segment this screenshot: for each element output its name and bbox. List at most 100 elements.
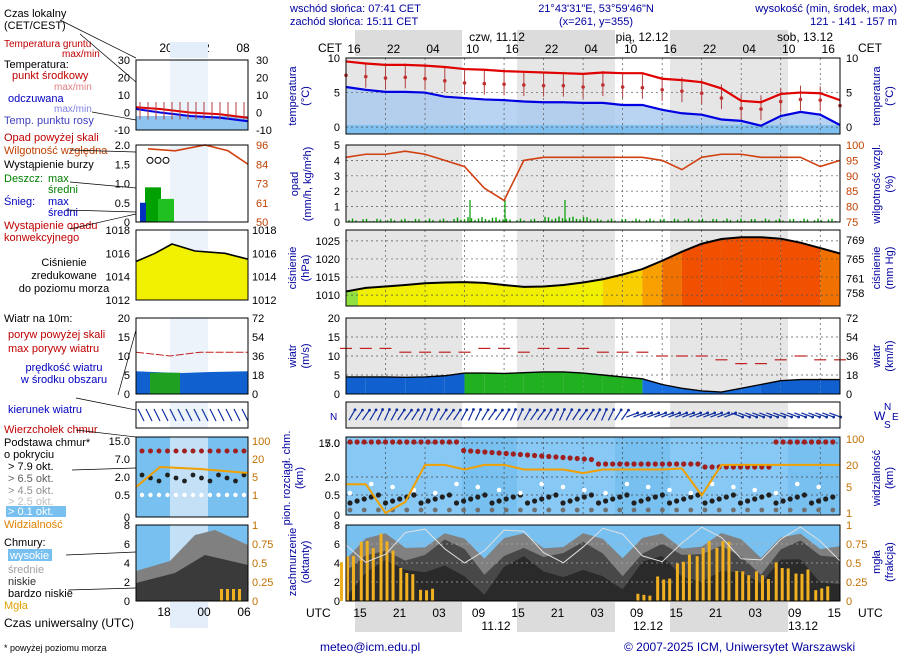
precip-tick-left: 4 xyxy=(334,155,340,167)
wind-arrow-head xyxy=(465,408,469,412)
fog-bar xyxy=(741,571,745,601)
wind-arrow-head xyxy=(776,415,780,419)
wind-arrow xyxy=(586,409,594,421)
legend-connector xyxy=(65,209,137,213)
temp-midpoint xyxy=(778,99,783,104)
legend-o01: > 0.1 okt. xyxy=(8,506,54,518)
fog-bar xyxy=(760,575,764,601)
cloud-base-dot xyxy=(773,500,779,506)
wind-arrow xyxy=(745,412,757,418)
legend-wind-arrow xyxy=(153,408,161,422)
wind-arrow-head xyxy=(528,408,532,412)
legend-wind-arrow xyxy=(241,408,249,422)
cloud-base-dot xyxy=(603,498,609,504)
label-line: (km/h) xyxy=(884,340,896,371)
cloud-top-dot xyxy=(425,439,431,445)
panel-border xyxy=(345,229,841,307)
top-hour-tick: 10 xyxy=(624,42,638,56)
wind-arrow xyxy=(390,409,398,421)
legend-wind-arrow xyxy=(225,408,233,422)
cet-right: CET xyxy=(858,41,883,55)
cloud-top-dot xyxy=(418,439,424,445)
pressure-area xyxy=(543,285,564,306)
cloud-base-dot-sparse xyxy=(582,487,587,493)
legend-snow-bar xyxy=(140,202,146,222)
pressure-tick-left: 1025 xyxy=(316,236,340,248)
legend-pressure-area xyxy=(136,244,248,300)
cloud-base-dot xyxy=(510,494,516,500)
cloud-top-dot xyxy=(595,461,602,467)
sunset-text: zachód słońca: 15:11 CET xyxy=(290,16,418,28)
legend-top-dot xyxy=(233,448,238,454)
legend-temp-tick: 0 xyxy=(124,108,130,120)
label-line: temperatura xyxy=(287,65,299,125)
cloud-top-dot xyxy=(354,439,360,445)
legend-pressure-tick-right: 1014 xyxy=(252,272,276,284)
wind-arrow xyxy=(578,409,588,421)
cloud-base-dot-low xyxy=(716,507,722,513)
wind-arrow-head xyxy=(741,415,745,419)
cloud-base-dot xyxy=(574,496,580,502)
humidity-ylabel: wilgotność wzgl.(%) xyxy=(871,144,896,224)
cloud-base-dot-low xyxy=(603,507,608,513)
bottom-day-label: 12.12 xyxy=(633,619,663,633)
wind-tick-right: 36 xyxy=(846,351,858,363)
pressure-area xyxy=(780,238,801,306)
fog-tick-right: 1 xyxy=(846,520,852,532)
bottom-hour-tick: 09 xyxy=(630,606,644,620)
legend-high: wysokie xyxy=(9,550,49,562)
cloud-base-dot-low xyxy=(518,507,523,513)
bottom-hour-tick: 15 xyxy=(353,606,367,620)
legend-humidity-tick: 73 xyxy=(256,179,268,191)
legend-convective: Wystąpienie opadu konwekcyjnego xyxy=(4,220,97,244)
wind-arrow xyxy=(675,412,687,418)
cloud-base-dot-low xyxy=(574,507,580,513)
wind-arrow xyxy=(551,409,559,421)
cloud-top-dot xyxy=(539,453,545,459)
legend-top-night xyxy=(170,42,208,58)
cloud-base-dot xyxy=(759,494,765,500)
legend-wind-arrow xyxy=(193,408,201,422)
top-day-label: pią, 12.12 xyxy=(616,30,669,44)
cloud-base-dot xyxy=(709,498,715,504)
cloud-top-dot xyxy=(361,439,367,445)
night-band xyxy=(670,437,788,515)
legend-precip-tick: 2.0 xyxy=(115,140,130,152)
legend-perceived: odczuwana xyxy=(8,93,65,105)
legend-high-swatch xyxy=(8,549,52,561)
wind-arrow xyxy=(355,409,363,421)
cloud-top-dot xyxy=(681,461,687,467)
clouds-tick-left: 0 xyxy=(334,596,340,608)
visibility-line xyxy=(346,463,840,515)
legend-visibility xyxy=(135,465,249,488)
label-line: Czas lokalny xyxy=(4,8,67,20)
cloud-top-dot xyxy=(674,461,680,467)
legend-border xyxy=(135,524,249,602)
cloud-base-dot xyxy=(737,500,744,506)
cloud-base-dot xyxy=(752,496,758,502)
bottom-hour-tick: 03 xyxy=(432,606,446,620)
wind-arrow-head xyxy=(374,408,378,412)
legend-wind-arrow xyxy=(209,408,217,422)
wind-arrow xyxy=(530,409,538,421)
wind-speed-area xyxy=(543,371,564,394)
panel-border xyxy=(345,436,841,516)
panel-border xyxy=(345,401,841,429)
pressure-area xyxy=(602,274,623,306)
temp-midpoint xyxy=(403,75,408,80)
visibility-tick-right: 5 xyxy=(846,482,852,494)
legend-temp-tick: 10 xyxy=(118,90,130,102)
legend-pressure-tick: 1016 xyxy=(106,248,130,260)
top-hour-tick: 16 xyxy=(822,42,836,56)
legend-clouds-tick: 0 xyxy=(124,596,130,608)
pressure-area xyxy=(523,286,544,306)
wind-arrow xyxy=(703,412,715,418)
label-line: (mm/h, kg/m²h) xyxy=(302,147,314,222)
legend-border xyxy=(135,401,249,429)
top-day-band xyxy=(355,30,462,56)
legend-ground-temp: Temperatura gruntu xyxy=(4,39,91,50)
wind-arrow xyxy=(453,409,461,421)
temp-ylabel-right: temperatura(°C) xyxy=(871,65,896,125)
legend-pressure-tick-right: 1016 xyxy=(252,248,276,260)
cloud-base-dot-low xyxy=(674,507,679,513)
